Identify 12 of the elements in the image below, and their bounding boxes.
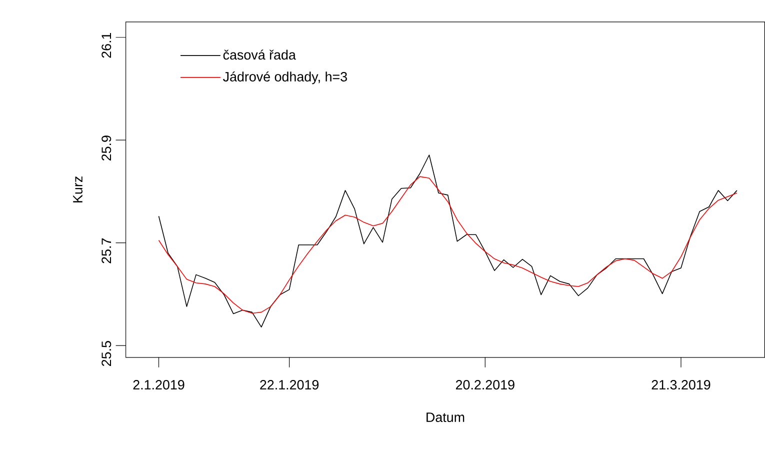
y-tick-label: 25.9 [102,136,112,160]
y-tick-label: 26.1 [102,32,112,58]
x-tick-label: 22.1.2019 [260,380,319,390]
legend-label: Jádrové odhady, h=3 [223,71,347,84]
x-tick-label: 2.1.2019 [133,380,184,390]
y-axis-title: Kurz [73,176,82,202]
legend-label: časová řada [223,50,296,60]
y-tick-label: 25.7 [102,238,112,264]
y-tick-label: 25.5 [102,340,112,366]
x-axis-title: Datum [426,412,464,422]
x-tick-label: 20.2.2019 [456,380,514,390]
x-tick-label: 21.3.2019 [652,380,710,390]
